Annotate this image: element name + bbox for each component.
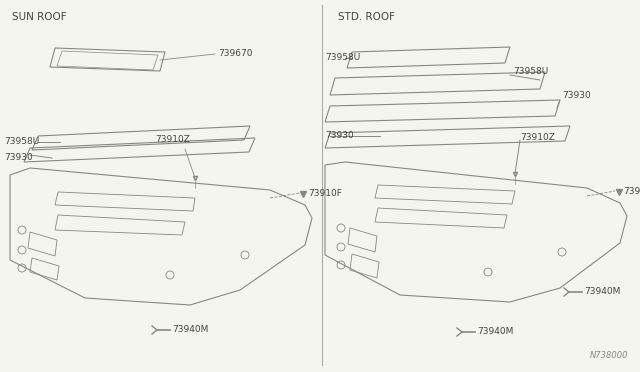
Text: STD. ROOF: STD. ROOF xyxy=(338,12,395,22)
Text: 73958U: 73958U xyxy=(325,54,360,62)
Text: SUN ROOF: SUN ROOF xyxy=(12,12,67,22)
Text: 73958U: 73958U xyxy=(513,67,548,77)
Text: 73940M: 73940M xyxy=(584,288,620,296)
Text: N738000: N738000 xyxy=(589,351,628,360)
Text: 73930: 73930 xyxy=(4,154,33,163)
Text: 73910Z: 73910Z xyxy=(520,134,555,142)
Text: 73930: 73930 xyxy=(562,90,591,99)
Text: 73940M: 73940M xyxy=(172,326,209,334)
Text: 73940M: 73940M xyxy=(477,327,513,337)
Text: 73910Z: 73910Z xyxy=(155,135,190,144)
Text: 73958U: 73958U xyxy=(4,138,39,147)
Text: 739670: 739670 xyxy=(218,49,253,58)
Text: 73910F: 73910F xyxy=(308,189,342,199)
Text: 73930: 73930 xyxy=(325,131,354,141)
Text: 73910F: 73910F xyxy=(623,187,640,196)
